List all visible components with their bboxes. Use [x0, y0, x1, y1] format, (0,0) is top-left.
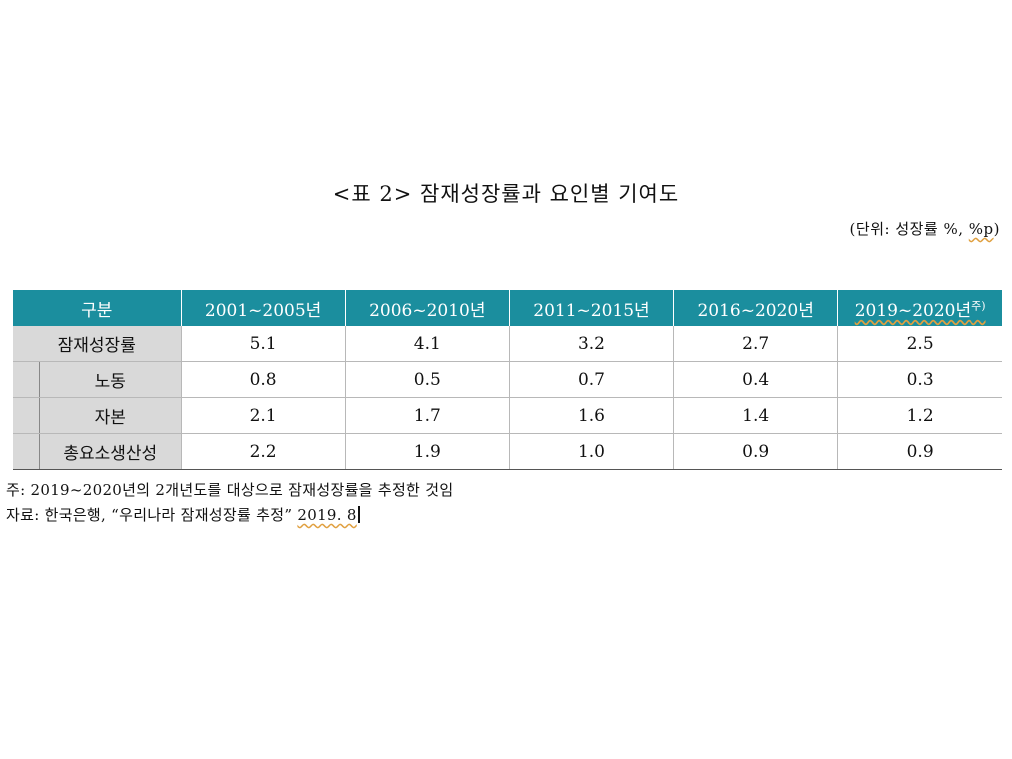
- header-col-5: 2019~2020년주): [837, 290, 1002, 326]
- table-row: 총요소생산성 2.2 1.9 1.0 0.9 0.9: [13, 433, 1002, 470]
- text-cursor: [357, 506, 360, 523]
- table-cell: 0.9: [837, 433, 1002, 470]
- row-label-tfp-cell: 총요소생산성: [13, 433, 181, 470]
- row-label-potential-growth: 잠재성장률: [13, 326, 181, 362]
- table-cell: 1.0: [508, 433, 674, 470]
- table-cell: 1.2: [837, 397, 1002, 434]
- table-cell: 0.9: [673, 433, 838, 470]
- row-label-labor-cell: 노동: [13, 361, 181, 398]
- unit-label: (단위: 성장률 %, %p): [850, 218, 1000, 239]
- table-row: 잠재성장률 5.1 4.1 3.2 2.7 2.5: [13, 326, 1002, 362]
- table-cell: 0.4: [673, 361, 838, 398]
- table-cell: 5.1: [180, 326, 346, 362]
- unit-suffix: ): [993, 220, 1000, 238]
- table-cell: 2.5: [837, 326, 1002, 362]
- table-cell: 3.2: [508, 326, 674, 362]
- table-cell: 1.4: [673, 397, 838, 434]
- header-row: 구분 2001~2005년 2006~2010년 2011~2015년 2016…: [13, 290, 1002, 326]
- source-text: 자료: 한국은행, “우리나라 잠재성장률 추정”: [6, 506, 298, 524]
- table-row: 자본 2.1 1.7 1.6 1.4 1.2: [13, 397, 1002, 434]
- row-label-capital-cell: 자본: [13, 397, 181, 434]
- header-col-1: 2001~2005년: [180, 290, 346, 326]
- table-cell: 1.7: [344, 397, 510, 434]
- header-col-5-text: 2019~2020년주): [854, 298, 986, 321]
- table-cell: 0.8: [180, 361, 346, 398]
- table-cell: 0.3: [837, 361, 1002, 398]
- footnotes: 주: 2019~2020년의 2개년도를 대상으로 잠재성장률을 추정한 것임 …: [6, 478, 453, 528]
- table-cell: 2.1: [180, 397, 346, 434]
- table-cell: 1.6: [508, 397, 674, 434]
- row-label-tfp: 총요소생산성: [40, 434, 181, 469]
- table-cell: 1.9: [344, 433, 510, 470]
- header-col-4: 2016~2020년: [673, 290, 839, 326]
- table-row: 노동 0.8 0.5 0.7 0.4 0.3: [13, 361, 1002, 398]
- unit-highlight: %p: [968, 220, 994, 238]
- source-date: 2019. 8: [297, 506, 357, 524]
- header-label: 구분: [13, 290, 182, 326]
- table-cell: 0.5: [344, 361, 510, 398]
- header-col-5-label: 2019~2020년: [854, 300, 972, 321]
- footnote-source[interactable]: 자료: 한국은행, “우리나라 잠재성장률 추정” 2019. 8: [6, 503, 453, 528]
- table-cell: 4.1: [344, 326, 510, 362]
- footnote-note: 주: 2019~2020년의 2개년도를 대상으로 잠재성장률을 추정한 것임: [6, 481, 454, 499]
- header-col-2: 2006~2010년: [344, 290, 510, 326]
- table-cell: 0.7: [508, 361, 674, 398]
- table-title: <표 2> 잠재성장률과 요인별 기여도: [332, 182, 680, 206]
- table-cell: 2.7: [673, 326, 838, 362]
- growth-table: 구분 2001~2005년 2006~2010년 2011~2015년 2016…: [13, 290, 1002, 470]
- row-label-labor: 노동: [40, 362, 181, 397]
- row-label-capital: 자본: [40, 398, 181, 433]
- unit-prefix: (단위: 성장률 %,: [849, 220, 969, 238]
- header-col-5-footnote: 주): [971, 298, 986, 312]
- header-col-3: 2011~2015년: [508, 290, 675, 326]
- table-cell: 2.2: [180, 433, 346, 470]
